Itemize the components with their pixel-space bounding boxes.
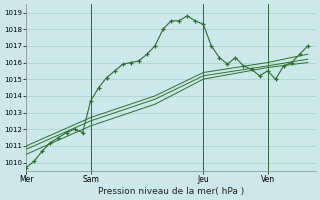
- X-axis label: Pression niveau de la mer( hPa ): Pression niveau de la mer( hPa ): [98, 187, 244, 196]
